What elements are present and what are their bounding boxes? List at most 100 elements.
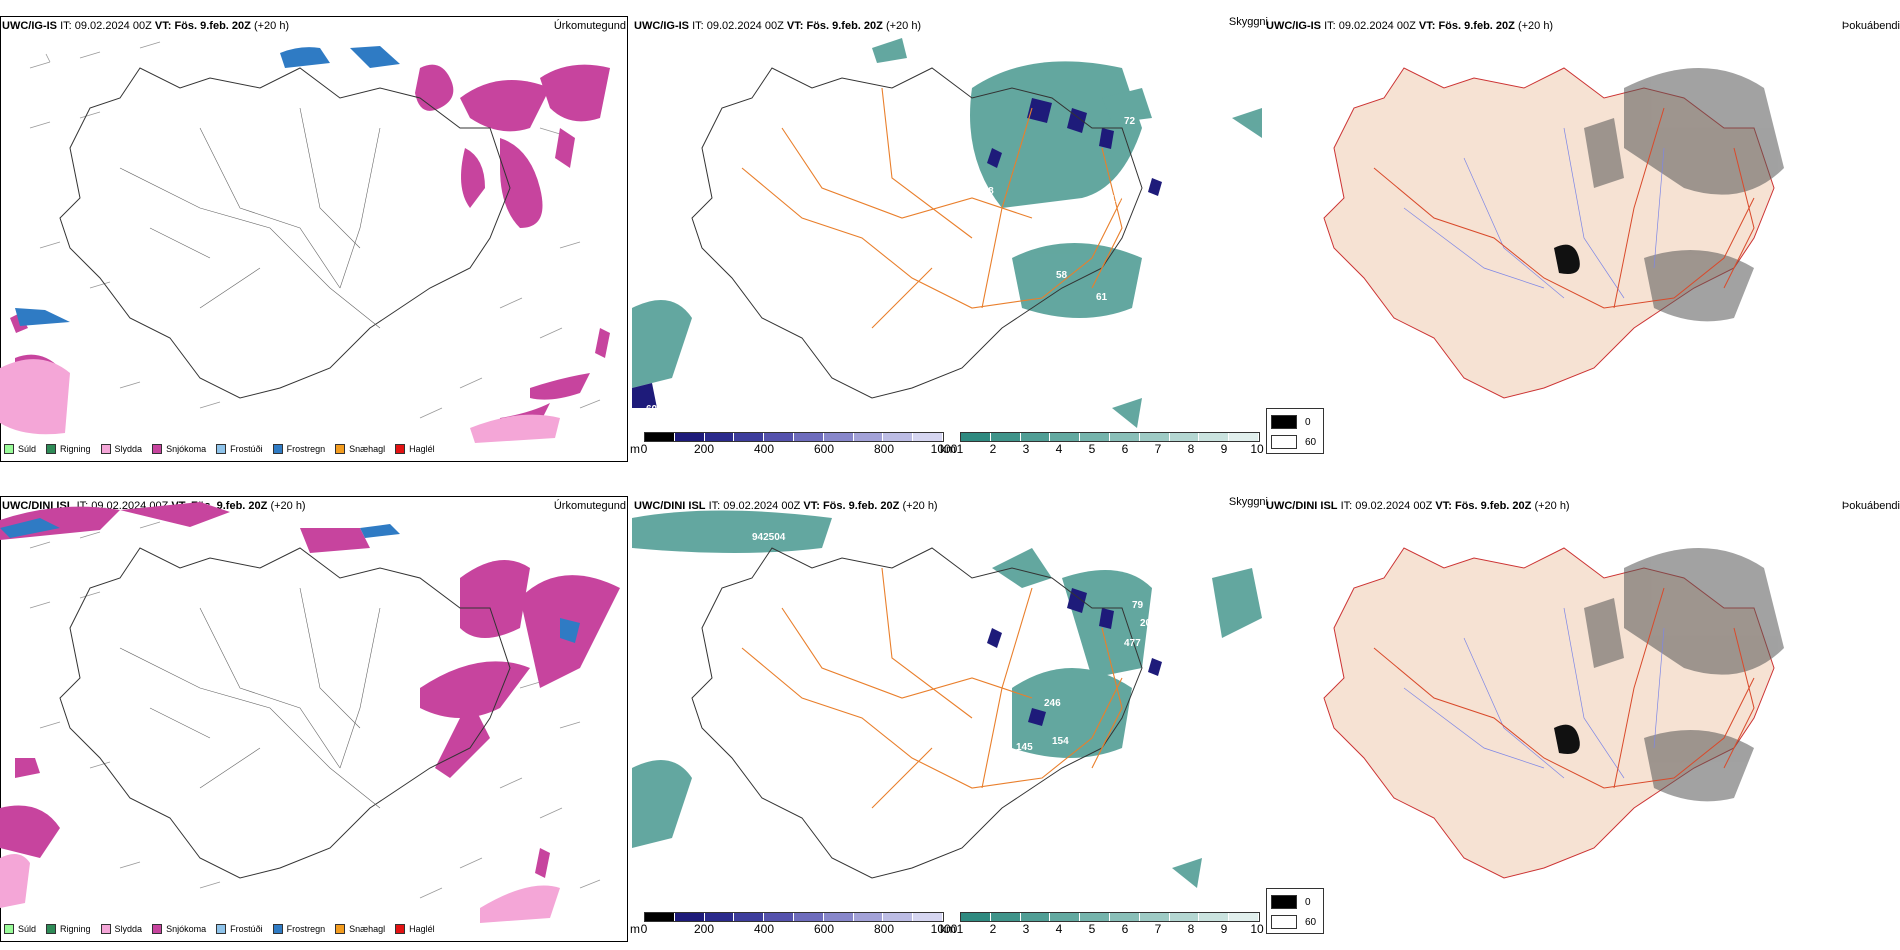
fog-map — [1323, 547, 1784, 879]
legend-item-snow: Snjókoma — [152, 924, 206, 934]
river-lines — [1403, 607, 1665, 779]
visibility-label-212: 212 — [1176, 204, 1193, 215]
iceland-outline — [691, 67, 1143, 399]
iceland-outline — [59, 547, 511, 879]
iceland-inner-lines — [119, 107, 381, 329]
visibility-label-246: 246 — [1044, 698, 1061, 709]
sleet-areas — [0, 359, 560, 443]
legend-item-hail: Haglél — [395, 444, 435, 454]
cloud-base-colorbar: km 1 2 3 4 5 6 7 8 9 10 — [940, 432, 1264, 456]
sleet-areas — [0, 854, 560, 923]
panel-title: UWC/IG-IS IT: 09.02.2024 00Z VT: Fös. 9.… — [2, 20, 290, 32]
cloud-base-colorbar-ramp — [960, 432, 1260, 442]
visibility-colorbar: m 0 200 400 600 800 1000 — [630, 432, 958, 456]
visibility-label-131: 131 — [944, 254, 961, 265]
visibility-label-491: 491 — [1178, 654, 1195, 665]
panel-title: UWC/IG-IS IT: 09.02.2024 00Z VT: Fös. 9.… — [1266, 20, 1554, 32]
panel-title: UWC/DINI ISL IT: 09.02.2024 00Z VT: Fös.… — [1266, 500, 1570, 512]
visibility-colorbar-ramp — [644, 912, 944, 922]
cloud-base-colorbar-ramp — [960, 912, 1260, 922]
visibility-label-61: 61 — [1096, 292, 1108, 303]
panel-frame — [0, 496, 628, 942]
snow-areas — [0, 502, 620, 878]
visibility-label-58: 58 — [1056, 270, 1068, 281]
precip-map — [0, 41, 610, 443]
visibility-label-72: 72 — [1124, 116, 1136, 127]
visibility-panel-row1: UWC/IG-IS IT: 09.02.2024 00Z VT: Fös. 9.… — [630, 8, 1268, 458]
legend-item-rain: Rigning — [46, 444, 91, 454]
legend-item-freezing-rain: Frostregn — [272, 444, 325, 454]
legend-item-sleet: Slydda — [100, 444, 142, 454]
iceland-outline — [59, 67, 511, 399]
road-lines — [1373, 587, 1755, 789]
visibility-label-60: 60 — [646, 404, 658, 415]
freezing-rain-areas — [15, 46, 400, 326]
fog-shading — [1584, 68, 1784, 322]
visibility-label-942504: 942504 — [752, 532, 786, 543]
legend-item-snow: Snjókoma — [152, 444, 206, 454]
panel-variable-name: Úrkomutegund — [553, 500, 626, 512]
precip-type-panel-row1: UWC/IG-IS IT: 09.02.2024 00Z VT: Fös. 9.… — [0, 8, 630, 462]
fog-indicator-panel-row2: UWC/DINI ISL IT: 09.02.2024 00Z VT: Fös.… — [1264, 488, 1900, 938]
fog-shading — [1584, 548, 1784, 802]
panel-title: UWC/IG-IS IT: 09.02.2024 00Z VT: Fös. 9.… — [634, 20, 922, 32]
visibility-ticks: 0 200 400 600 800 1000 — [640, 442, 958, 456]
visibility-panel-row2: UWC/DINI ISL IT: 09.02.2024 00Z VT: Fös.… — [630, 488, 1268, 938]
panel-variable-name: Þokuábendi — [1841, 20, 1900, 32]
legend-item-graupel: Snæhagl — [335, 924, 385, 934]
fog-map — [1323, 67, 1784, 399]
road-network — [741, 87, 1123, 329]
legend-item-sleet: Slydda — [100, 924, 142, 934]
visibility-label-154: 154 — [1052, 736, 1069, 747]
iceland-outline — [691, 547, 1143, 879]
visibility-label-176: 176 — [944, 718, 961, 729]
panel-title: UWC/DINI ISL IT: 09.02.2024 00Z VT: Fös.… — [634, 500, 938, 512]
iceland-inner-lines — [119, 587, 381, 809]
visibility-label-79: 79 — [1132, 600, 1144, 611]
cloud-base-colorbar: km 1 2 3 4 5 6 7 8 9 10 — [940, 912, 1264, 936]
cloud-base-ticks: 1 2 3 4 5 6 7 8 9 10 — [956, 442, 1264, 456]
river-lines — [1403, 127, 1665, 299]
visibility-label-477: 477 — [1124, 638, 1141, 649]
visibility-ticks: 0 200 400 600 800 1000 — [640, 922, 958, 936]
panel-frame — [0, 16, 628, 462]
legend-item-freezing-rain: Frostregn — [272, 924, 325, 934]
precip-legend: Súld Rigning Slydda Snjókoma Frostúði Fr… — [4, 444, 435, 454]
visibility-colorbar-ramp — [644, 432, 944, 442]
cloud-areas — [632, 38, 1262, 428]
visibility-map — [632, 38, 1262, 428]
precip-map — [0, 502, 620, 923]
legend-item-graupel: Snæhagl — [335, 444, 385, 454]
precip-legend: Súld Rigning Slydda Snjókoma Frostúði Fr… — [4, 924, 435, 934]
fog-indicator-panel-row1: UWC/IG-IS IT: 09.02.2024 00Z VT: Fös. 9.… — [1264, 8, 1900, 458]
visibility-map — [632, 510, 1262, 888]
fog-dark-spot — [1554, 244, 1580, 274]
panel-variable-name: Úrkomutegund — [553, 20, 626, 32]
fog-legend: 0 60 — [1266, 888, 1324, 934]
legend-item-drizzle: Súld — [4, 444, 36, 454]
precip-type-panel-row2: UWC/DINI ISL IT: 09.02.2024 00Z VT: Fös.… — [0, 488, 630, 942]
legend-item-drizzle: Súld — [4, 924, 36, 934]
visibility-label-204: 204 — [1140, 618, 1157, 629]
panel-variable-name: Skyggni — [1228, 496, 1268, 508]
visibility-label-254: 254 — [1180, 168, 1197, 179]
cloud-areas — [632, 510, 1262, 888]
visibility-label-145: 145 — [1016, 742, 1033, 753]
freezing-rain-areas — [0, 518, 580, 643]
legend-item-freezing-drizzle: Frostúði — [216, 924, 263, 934]
legend-item-freezing-drizzle: Frostúði — [216, 444, 263, 454]
fog-legend: 0 60 — [1266, 408, 1324, 454]
visibility-label-148: 148 — [977, 186, 994, 197]
visibility-label-217: 217 — [1188, 640, 1205, 651]
legend-item-rain: Rigning — [46, 924, 91, 934]
road-lines — [1373, 107, 1755, 309]
visibility-label-105: 105 — [1110, 194, 1127, 205]
panel-variable-name: Skyggni — [1228, 16, 1268, 28]
snow-areas — [10, 64, 610, 428]
cloud-base-ticks: 1 2 3 4 5 6 7 8 9 10 — [956, 922, 1264, 936]
panel-variable-name: Þokuábendi — [1841, 500, 1900, 512]
legend-item-hail: Haglél — [395, 924, 435, 934]
road-network — [741, 567, 1123, 809]
fog-dark-spot — [1554, 724, 1580, 754]
visibility-colorbar: m 0 200 400 600 800 1000 — [630, 912, 958, 936]
